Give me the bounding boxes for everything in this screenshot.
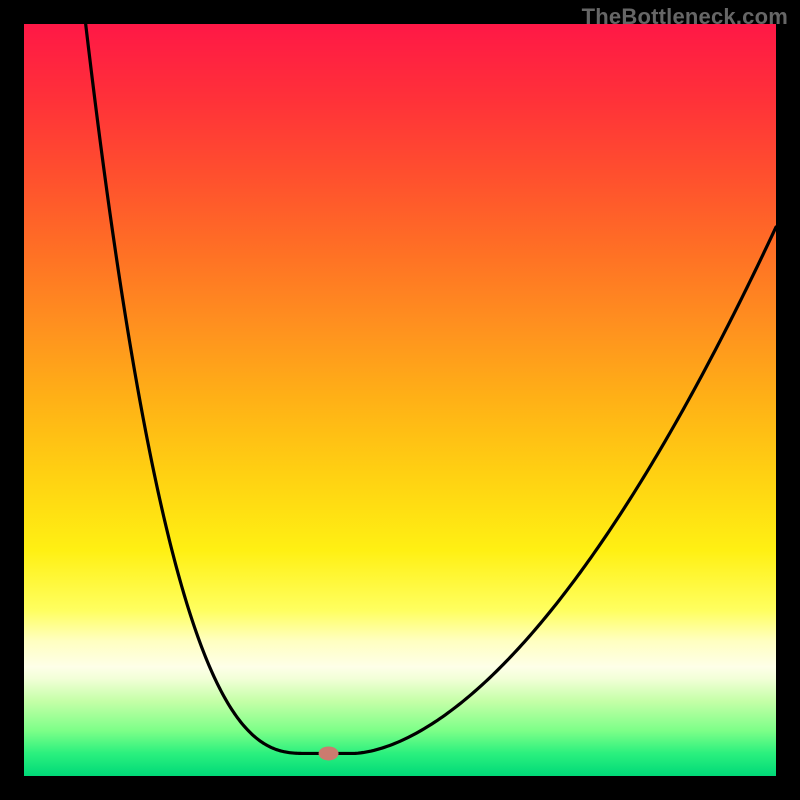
chart-frame: TheBottleneck.com xyxy=(0,0,800,800)
watermark-text: TheBottleneck.com xyxy=(582,4,788,30)
optimum-marker xyxy=(319,746,339,760)
plot-background xyxy=(24,24,776,776)
bottleneck-curve-plot xyxy=(0,0,800,800)
